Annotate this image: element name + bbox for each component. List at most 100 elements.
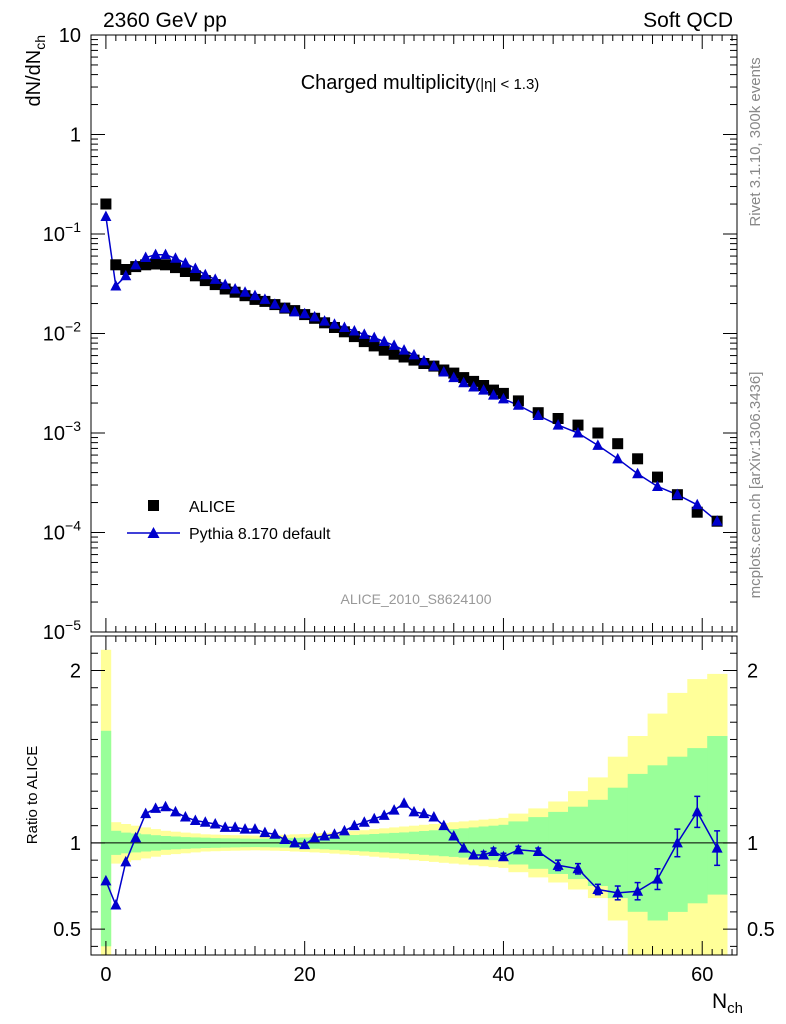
pythia-point xyxy=(169,252,181,263)
main-y-tick-exponent: −3 xyxy=(65,418,81,434)
main-y-tick-label: 1 xyxy=(70,125,81,147)
ratio-pythia-point xyxy=(239,823,251,834)
pythia-line xyxy=(105,216,718,522)
legend-label-alice: ALICE xyxy=(189,499,235,516)
pythia-point xyxy=(209,273,221,284)
pythia-point xyxy=(378,335,390,347)
pythia-point xyxy=(572,427,584,438)
ratio-pythia-point xyxy=(269,828,281,839)
process-label: Soft QCD xyxy=(643,9,733,32)
pythia-point xyxy=(468,380,480,392)
pythia-point xyxy=(398,344,410,355)
alice-point xyxy=(110,259,122,271)
ratio-pythia-point xyxy=(488,845,500,857)
pythia-point xyxy=(249,289,261,301)
alice-point xyxy=(100,198,112,210)
ratio-x-tick-label: 60 xyxy=(691,964,713,986)
main-title: Charged multiplicity(|η| < 1.3) xyxy=(301,72,540,94)
main-y-tick-exponent: −5 xyxy=(65,617,81,633)
ratio-pythia-point xyxy=(299,838,311,850)
main-ylabel: dN/dNch xyxy=(23,35,48,107)
ratio-pythia-point xyxy=(592,883,604,894)
main-y-tick-label: 10−1 xyxy=(43,219,81,246)
ratio-pythia-point xyxy=(497,850,509,862)
inner-band-bin xyxy=(100,730,112,947)
pythia-point xyxy=(418,354,430,366)
main-y-tick-label: 10−5 xyxy=(43,617,81,644)
ratio-y-tick-label-left: 1 xyxy=(70,833,81,855)
ratio-pythia-point xyxy=(209,817,221,829)
ratio-pythia-point xyxy=(259,826,271,838)
main-title-text: Charged multiplicity xyxy=(301,72,476,94)
alice-point xyxy=(358,336,370,348)
pythia-point xyxy=(388,339,400,350)
ratio-pythia-point xyxy=(512,843,524,855)
ratio-x-tick-label: 40 xyxy=(492,964,514,986)
pythia-point xyxy=(239,286,251,297)
alice-point xyxy=(388,348,400,360)
main-y-tick-exponent: −1 xyxy=(65,219,81,235)
ratio-pythia-point xyxy=(388,804,400,815)
alice-point xyxy=(120,264,132,275)
alice-point xyxy=(140,259,152,271)
ratio-xlabel: Nch xyxy=(712,990,743,1017)
alice-point xyxy=(348,331,360,343)
ratio-pythia-point xyxy=(438,819,450,831)
ratio-x-tick-label: 0 xyxy=(100,964,111,986)
pythia-point xyxy=(259,293,271,304)
pythia-point xyxy=(140,251,152,263)
pythia-point xyxy=(160,248,172,260)
ratio-ylabel: Ratio to ALICE xyxy=(24,746,41,844)
source-label: mcplots.cern.ch [arXiv:1306.3436] xyxy=(747,372,764,599)
pythia-point xyxy=(130,258,142,270)
ratio-pythia-point xyxy=(572,862,584,874)
ratio-pythia-point xyxy=(552,859,564,870)
ratio-pythia-point xyxy=(428,811,440,822)
ratio-pythia-point xyxy=(458,842,470,853)
main-y-tick-base: 10 xyxy=(43,224,65,246)
alice-point xyxy=(150,258,162,270)
pythia-point xyxy=(279,302,291,313)
pythia-point xyxy=(229,283,241,294)
pythia-point xyxy=(458,376,470,388)
pythia-point xyxy=(269,298,281,309)
ratio-pythia-point xyxy=(229,821,241,832)
ratio-pythia-point xyxy=(100,874,112,886)
pythia-point xyxy=(328,318,340,329)
ratio-pythia-point xyxy=(468,848,480,860)
alice-point xyxy=(592,427,604,439)
main-y-tick-base: 10 xyxy=(43,423,65,445)
pythia-point xyxy=(592,439,604,450)
ratio-pythia-point xyxy=(378,809,390,820)
pythia-point xyxy=(488,389,500,400)
ratio-pythia-point xyxy=(120,855,132,867)
ratio-pythia-point xyxy=(219,821,231,832)
pythia-point xyxy=(552,419,564,430)
ratio-pythia-point xyxy=(532,845,544,857)
ratio-pythia-point xyxy=(140,807,152,819)
pythia-point xyxy=(478,384,490,395)
inner-band-bin xyxy=(707,736,728,895)
ratio-pythia-point xyxy=(671,836,683,848)
ratio-y-tick-label-left: 2 xyxy=(70,660,81,682)
ratio-pythia-point xyxy=(448,830,460,841)
ratio-y-tick-label-right: 2 xyxy=(747,660,758,682)
pythia-point xyxy=(179,257,191,268)
ratio-pythia-point xyxy=(199,816,211,827)
ratio-pythia-point xyxy=(711,842,723,853)
ratio-pythia-point xyxy=(279,833,291,844)
pythia-point xyxy=(691,498,703,510)
ratio-pythia-point xyxy=(358,816,370,827)
ratio-x-tick-label: 20 xyxy=(294,964,316,986)
ratio-pythia-point xyxy=(408,805,420,817)
pythia-point xyxy=(428,360,440,371)
ratio-pythia-point xyxy=(398,797,410,808)
ratio-pythia-point xyxy=(348,819,360,831)
pythia-point xyxy=(632,467,644,479)
alice-point xyxy=(652,471,663,483)
pythia-point xyxy=(348,324,360,336)
legend-label-pythia: Pythia 8.170 default xyxy=(189,526,331,543)
ratio-pythia-point xyxy=(289,836,301,848)
main-y-tick-exponent: −2 xyxy=(65,319,81,335)
ratio-y-tick-label-left: 0.5 xyxy=(53,919,81,941)
